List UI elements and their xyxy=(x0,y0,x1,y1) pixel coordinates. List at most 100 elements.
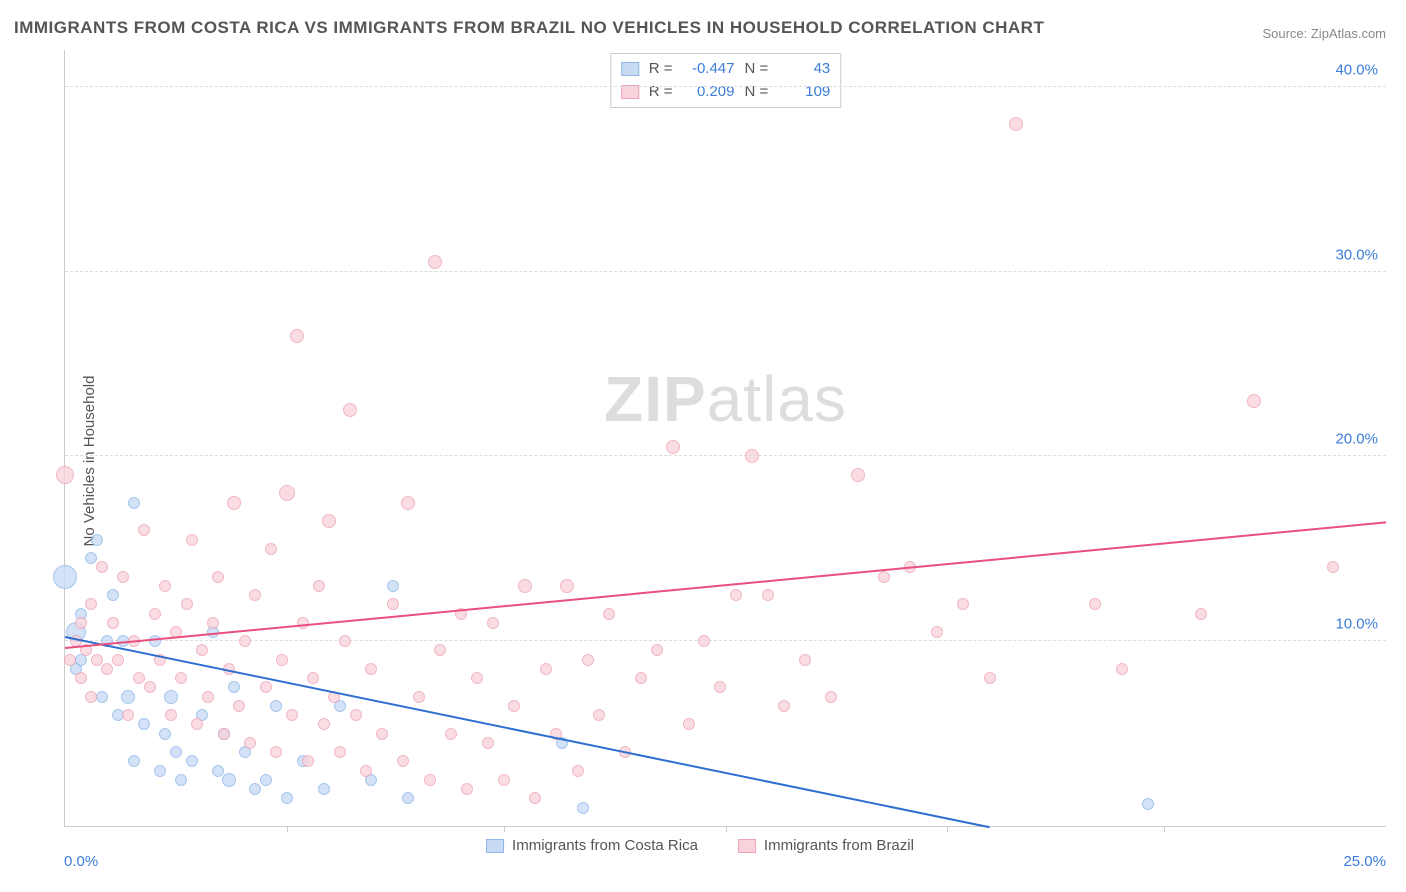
data-point xyxy=(290,329,304,343)
data-point xyxy=(297,617,309,629)
data-point xyxy=(64,654,76,666)
data-point xyxy=(222,773,236,787)
data-point xyxy=(1247,394,1261,408)
gridline xyxy=(65,271,1386,272)
data-point xyxy=(138,718,150,730)
data-point xyxy=(307,672,319,684)
data-point xyxy=(666,440,680,454)
data-point xyxy=(260,681,272,693)
data-point xyxy=(313,580,325,592)
data-point xyxy=(401,496,415,510)
data-point xyxy=(186,755,198,767)
data-point xyxy=(540,663,552,675)
data-point xyxy=(270,700,282,712)
data-point xyxy=(1116,663,1128,675)
data-point xyxy=(175,774,187,786)
x-tick xyxy=(726,826,727,832)
source-attribution: Source: ZipAtlas.com xyxy=(1262,26,1386,41)
data-point xyxy=(360,765,372,777)
data-point xyxy=(91,534,103,546)
y-tick-label: 10.0% xyxy=(1335,616,1378,633)
data-point xyxy=(593,709,605,721)
x-tick xyxy=(947,826,948,832)
data-point xyxy=(281,792,293,804)
data-point xyxy=(1009,117,1023,131)
legend-label: Immigrants from Costa Rica xyxy=(512,837,698,854)
data-point xyxy=(276,654,288,666)
data-point xyxy=(471,672,483,684)
data-point xyxy=(91,654,103,666)
data-point xyxy=(714,681,726,693)
data-point xyxy=(170,746,182,758)
legend-swatch xyxy=(486,839,504,853)
data-point xyxy=(603,608,615,620)
data-point xyxy=(762,589,774,601)
data-point xyxy=(239,635,251,647)
data-point xyxy=(518,579,532,593)
x-tick xyxy=(287,826,288,832)
data-point xyxy=(984,672,996,684)
data-point xyxy=(133,672,145,684)
data-point xyxy=(128,497,140,509)
r-value: 0.209 xyxy=(683,81,735,104)
data-point xyxy=(825,691,837,703)
legend-swatch xyxy=(738,839,756,853)
data-point xyxy=(582,654,594,666)
data-point xyxy=(286,709,298,721)
legend-swatch xyxy=(621,62,639,76)
data-point xyxy=(107,589,119,601)
data-point xyxy=(96,561,108,573)
data-point xyxy=(387,598,399,610)
data-point xyxy=(778,700,790,712)
data-point xyxy=(212,571,224,583)
gridline xyxy=(65,455,1386,456)
x-tick-label-0: 0.0% xyxy=(64,853,98,870)
data-point xyxy=(318,783,330,795)
data-point xyxy=(121,690,135,704)
data-point xyxy=(745,449,759,463)
r-value: -0.447 xyxy=(683,58,735,81)
data-point xyxy=(487,617,499,629)
data-point xyxy=(112,654,124,666)
data-point xyxy=(249,589,261,601)
x-tick-label-25: 25.0% xyxy=(1343,853,1386,870)
data-point xyxy=(508,700,520,712)
watermark-atlas: atlas xyxy=(707,363,847,435)
data-point xyxy=(730,589,742,601)
data-point xyxy=(560,579,574,593)
stats-row: R =-0.447N =43 xyxy=(621,58,831,81)
gridline xyxy=(65,86,1386,87)
data-point xyxy=(101,663,113,675)
data-point xyxy=(85,691,97,703)
data-point xyxy=(96,691,108,703)
data-point xyxy=(144,681,156,693)
data-point xyxy=(482,737,494,749)
data-point xyxy=(117,571,129,583)
data-point xyxy=(1089,598,1101,610)
n-value: 43 xyxy=(778,58,830,81)
data-point xyxy=(53,565,77,589)
data-point xyxy=(228,681,240,693)
y-tick-label: 40.0% xyxy=(1335,61,1378,78)
data-point xyxy=(577,802,589,814)
data-point xyxy=(397,755,409,767)
data-point xyxy=(878,571,890,583)
data-point xyxy=(165,709,177,721)
data-point xyxy=(75,617,87,629)
data-point xyxy=(181,598,193,610)
data-point xyxy=(445,728,457,740)
legend-label: Immigrants from Brazil xyxy=(764,837,914,854)
data-point xyxy=(227,496,241,510)
data-point xyxy=(191,718,203,730)
data-point xyxy=(138,524,150,536)
data-point xyxy=(85,552,97,564)
data-point xyxy=(318,718,330,730)
data-point xyxy=(265,543,277,555)
r-label: R = xyxy=(649,58,673,81)
data-point xyxy=(498,774,510,786)
chart-title: IMMIGRANTS FROM COSTA RICA VS IMMIGRANTS… xyxy=(14,18,1044,38)
data-point xyxy=(122,709,134,721)
chart-container: No Vehicles in Household ZIPatlas R =-0.… xyxy=(14,50,1386,872)
data-point xyxy=(931,626,943,638)
data-point xyxy=(402,792,414,804)
